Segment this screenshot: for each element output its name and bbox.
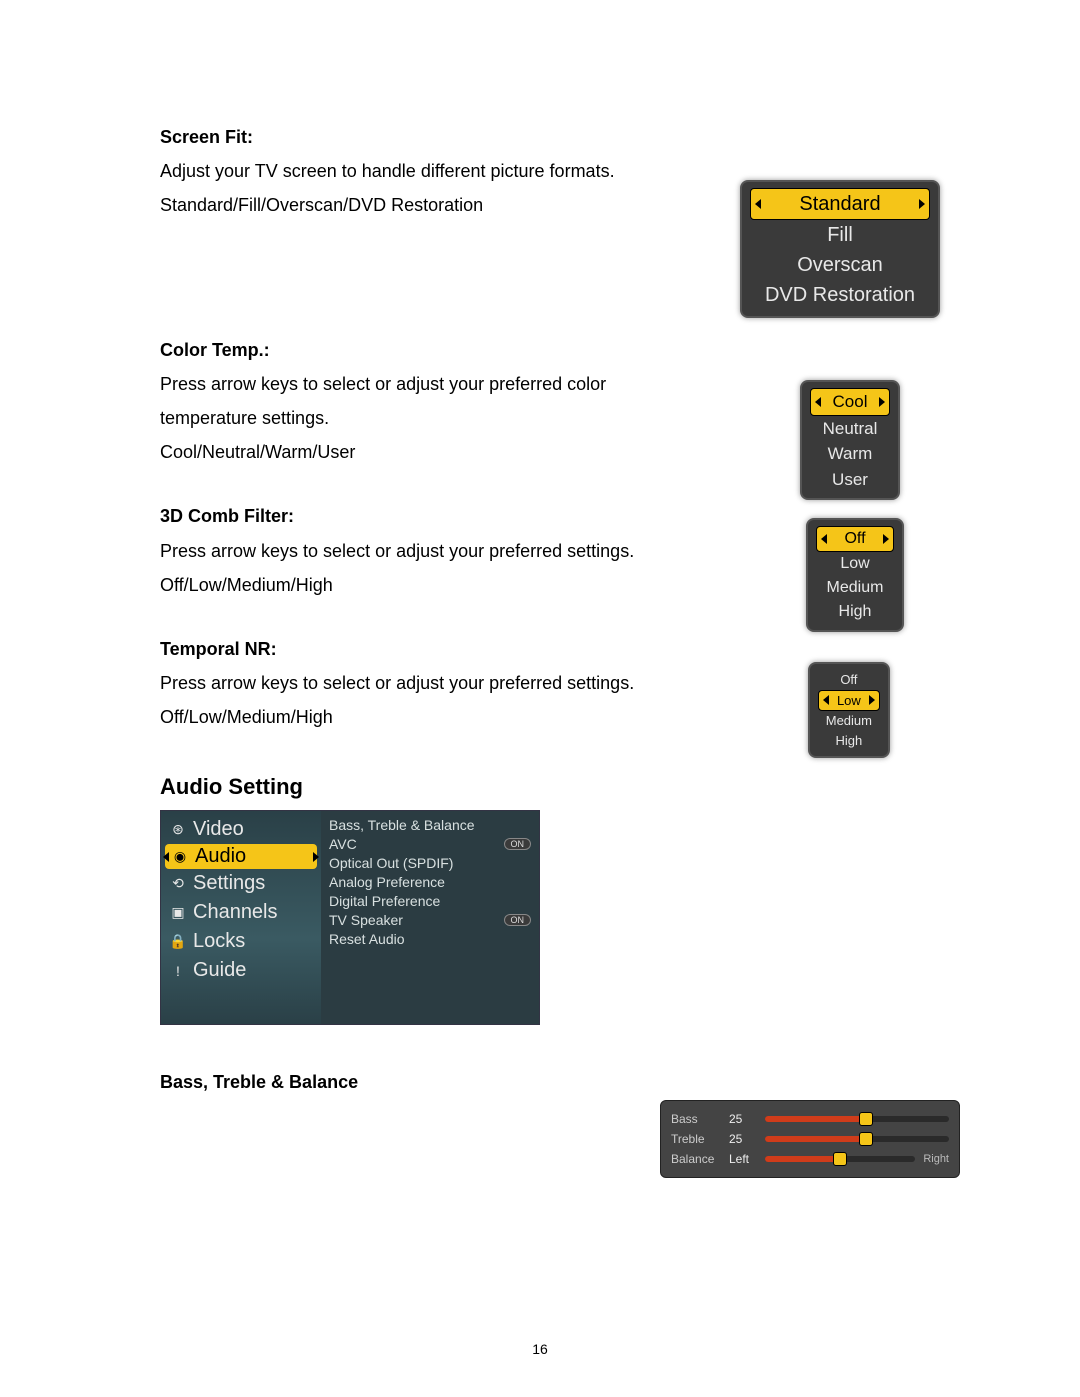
menu-left-item-settings[interactable]: ⟲ Settings — [161, 869, 321, 898]
osd-color-temp-item[interactable]: User — [810, 467, 890, 493]
osd-color-temp: CoolNeutralWarmUser — [800, 380, 900, 500]
menu-left-item-label: Locks — [193, 930, 245, 953]
slider-row-treble: Treble 25 — [671, 1129, 949, 1149]
osd-color-temp-item[interactable]: Cool — [810, 388, 890, 416]
menu-right-item-label: Bass, Treble & Balance — [329, 817, 475, 833]
heading-temporal-nr: Temporal NR: — [160, 632, 940, 666]
slider-thumb[interactable] — [859, 1132, 873, 1146]
page-number: 16 — [532, 1341, 548, 1357]
channels-icon: ▣ — [169, 904, 187, 922]
menu-left-item-label: Video — [193, 818, 244, 841]
slider-label: Bass — [671, 1112, 721, 1126]
heading-color-temp: Color Temp.: — [160, 333, 940, 367]
menu-right-item[interactable]: TV Speaker ON — [329, 910, 531, 929]
menu-right-item-label: AVC — [329, 836, 357, 852]
menu-right-item[interactable]: Digital Preference — [329, 891, 531, 910]
locks-icon: 🔒 — [169, 933, 187, 951]
menu-right-item-label: Digital Preference — [329, 893, 440, 909]
audio-icon: ◉ — [171, 848, 189, 866]
slider-track[interactable] — [765, 1116, 949, 1122]
osd-color-temp-item[interactable]: Neutral — [810, 416, 890, 442]
menu-right-item-label: Analog Preference — [329, 874, 445, 890]
osd-screen-fit-item[interactable]: DVD Restoration — [750, 280, 930, 310]
menu-right-item[interactable]: Reset Audio — [329, 929, 531, 948]
video-icon: ⊛ — [169, 821, 187, 839]
osd-temporal-nr-item[interactable]: Medium — [818, 711, 880, 731]
menu-left-item-label: Settings — [193, 872, 265, 895]
osd-temporal-nr-item[interactable]: High — [818, 731, 880, 751]
menu-left-item-channels[interactable]: ▣ Channels — [161, 898, 321, 927]
slider-track[interactable] — [765, 1136, 949, 1142]
menu-left-item-label: Channels — [193, 901, 278, 924]
slider-value: 25 — [729, 1112, 757, 1126]
menu-left-item-guide[interactable]: ! Guide — [161, 956, 321, 985]
slider-row-bass: Bass 25 — [671, 1109, 949, 1129]
on-badge: ON — [504, 914, 532, 926]
slider-thumb[interactable] — [833, 1152, 847, 1166]
osd-screen-fit: StandardFillOverscanDVD Restoration — [740, 180, 940, 318]
settings-icon: ⟲ — [169, 875, 187, 893]
audio-menu-screenshot: ⊛ Video◉ Audio ⟲ Settings ▣ Channels 🔒 Locks! Gui… — [160, 810, 540, 1025]
menu-left-item-label: Audio — [195, 845, 246, 868]
osd-screen-fit-item[interactable]: Overscan — [750, 250, 930, 280]
osd-comb-filter-item[interactable]: Medium — [816, 576, 894, 600]
slider-value: Left — [729, 1152, 757, 1166]
menu-right-item[interactable]: AVC ON — [329, 834, 531, 853]
osd-temporal-nr: OffLowMediumHigh — [808, 662, 890, 758]
slider-fill — [765, 1116, 866, 1122]
slider-value: 25 — [729, 1132, 757, 1146]
guide-icon: ! — [169, 962, 187, 980]
menu-left-item-locks[interactable]: 🔒 Locks — [161, 927, 321, 956]
audio-menu-right-panel: Bass, Treble & Balance AVC ON Optical Out (… — [321, 811, 539, 1024]
osd-comb-filter-item[interactable]: Off — [816, 526, 894, 552]
audio-menu-left-panel: ⊛ Video◉ Audio ⟲ Settings ▣ Channels 🔒 Locks! Gui… — [161, 811, 321, 1024]
menu-right-item-label: TV Speaker — [329, 912, 403, 928]
menu-left-item-video[interactable]: ⊛ Video — [161, 815, 321, 844]
slider-thumb[interactable] — [859, 1112, 873, 1126]
menu-right-item-label: Optical Out (SPDIF) — [329, 855, 453, 871]
slider-right-label: Right — [923, 1153, 949, 1165]
menu-right-item[interactable]: Bass, Treble & Balance — [329, 815, 531, 834]
menu-right-item[interactable]: Analog Preference — [329, 872, 531, 891]
slider-fill — [765, 1136, 866, 1142]
menu-left-item-audio[interactable]: ◉ Audio — [165, 844, 317, 869]
menu-right-item-label: Reset Audio — [329, 931, 405, 947]
heading-audio-setting: Audio Setting — [160, 774, 940, 800]
on-badge: ON — [504, 838, 532, 850]
menu-right-item[interactable]: Optical Out (SPDIF) — [329, 853, 531, 872]
menu-left-item-label: Guide — [193, 959, 246, 982]
osd-temporal-nr-item[interactable]: Low — [818, 690, 880, 712]
slider-label: Balance — [671, 1152, 721, 1166]
heading-screen-fit: Screen Fit: — [160, 120, 940, 154]
osd-comb-filter: OffLowMediumHigh — [806, 518, 904, 632]
slider-fill — [765, 1156, 840, 1162]
osd-temporal-nr-item[interactable]: Off — [818, 670, 880, 690]
osd-screen-fit-item[interactable]: Fill — [750, 220, 930, 250]
slider-track[interactable] — [765, 1156, 915, 1162]
osd-color-temp-item[interactable]: Warm — [810, 441, 890, 467]
osd-comb-filter-item[interactable]: High — [816, 600, 894, 624]
osd-screen-fit-item[interactable]: Standard — [750, 188, 930, 220]
osd-comb-filter-item[interactable]: Low — [816, 552, 894, 576]
heading-bass-treble-balance: Bass, Treble & Balance — [160, 1065, 940, 1099]
slider-label: Treble — [671, 1132, 721, 1146]
bass-treble-balance-sliders: Bass 25 Treble 25 Balance Left Right — [660, 1100, 960, 1178]
slider-row-balance: Balance Left Right — [671, 1149, 949, 1169]
